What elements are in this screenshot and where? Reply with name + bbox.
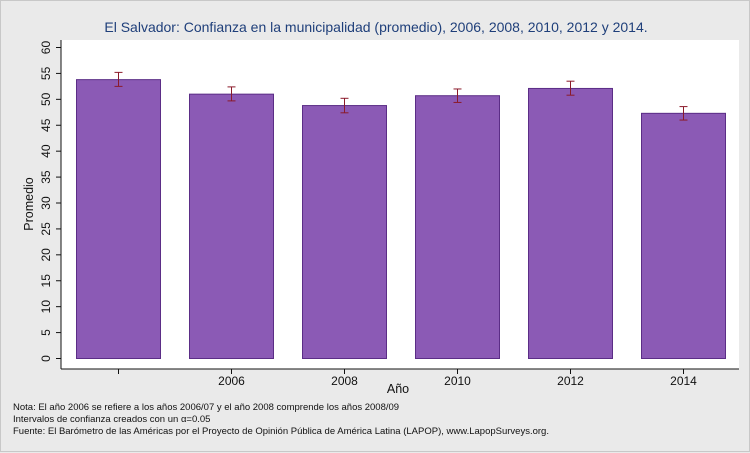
bars bbox=[76, 79, 726, 360]
error-bar bbox=[566, 80, 575, 96]
bar bbox=[76, 79, 161, 360]
source-line: Fuente: El Barómetro de las Américas por… bbox=[13, 426, 549, 437]
y-tick-label: 20 bbox=[39, 248, 53, 262]
x-tick-label: 2012 bbox=[557, 374, 584, 388]
error-bar bbox=[227, 86, 236, 102]
y-tick-label: 40 bbox=[39, 144, 53, 158]
bar bbox=[189, 93, 274, 360]
y-tick-label: 45 bbox=[39, 118, 53, 132]
y-axis-label: Promedio bbox=[22, 177, 36, 231]
y-tick-label: 60 bbox=[39, 41, 53, 55]
error-bars bbox=[114, 71, 688, 121]
y-tick-label: 55 bbox=[39, 66, 53, 80]
x-tick-label: 2006 bbox=[218, 374, 245, 388]
chart-title: El Salvador: Confianza en la municipalid… bbox=[104, 19, 647, 35]
error-bar bbox=[679, 106, 688, 121]
error-bar bbox=[453, 88, 462, 103]
error-bar bbox=[340, 97, 349, 114]
plot-area bbox=[61, 40, 739, 369]
y-tick-label: 30 bbox=[39, 196, 53, 210]
bar bbox=[302, 105, 387, 360]
x-tick-label: 2008 bbox=[331, 374, 358, 388]
bar bbox=[528, 87, 613, 359]
y-ticks: 0 5 10 15 20 25 30 35 40 45 50 55 60 bbox=[39, 41, 61, 362]
chart-notes: Nota: El año 2006 se refiere a los años … bbox=[13, 402, 549, 438]
y-tick-label: 25 bbox=[39, 222, 53, 236]
bar bbox=[415, 95, 500, 360]
x-ticks: 2006 2008 2010 2012 2014 bbox=[118, 369, 697, 388]
note-line: Nota: El año 2006 se refiere a los años … bbox=[13, 402, 400, 413]
y-tick-label: 35 bbox=[39, 170, 53, 184]
y-tick-label: 5 bbox=[39, 329, 53, 336]
note-line: Intervalos de confianza creados con un α… bbox=[13, 414, 211, 425]
x-axis-label: Año bbox=[387, 382, 409, 396]
y-tick-label: 15 bbox=[39, 274, 53, 288]
bar bbox=[641, 112, 726, 359]
error-bar bbox=[114, 71, 123, 87]
x-tick-label: 2010 bbox=[444, 374, 471, 388]
y-tick-label: 50 bbox=[39, 92, 53, 106]
y-tick-label: 10 bbox=[39, 300, 53, 314]
x-tick-label: 2014 bbox=[670, 374, 697, 388]
y-tick-label: 0 bbox=[39, 355, 53, 362]
